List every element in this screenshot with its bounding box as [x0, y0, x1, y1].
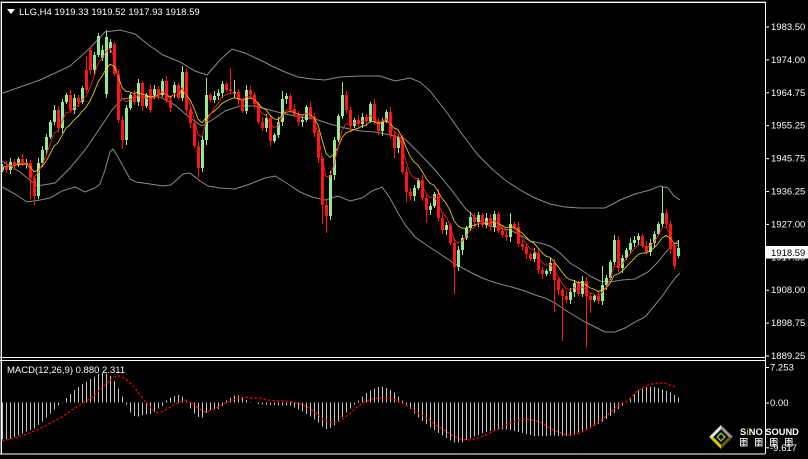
svg-text:LLG,H4 1919.33 1919.52 1917.9: LLG,H4 1919.33 1919.52 1917.93 1918.59: [19, 7, 200, 18]
svg-text:7.253: 7.253: [770, 363, 794, 374]
svg-text:1974.00: 1974.00: [771, 55, 805, 66]
svg-text:MACD(12,26,9) 0.880 2.311: MACD(12,26,9) 0.880 2.311: [7, 365, 125, 376]
svg-text:0.00: 0.00: [770, 398, 789, 409]
svg-text:1945.75: 1945.75: [771, 154, 805, 165]
svg-text:1918.59: 1918.59: [771, 248, 805, 259]
svg-text:1927.00: 1927.00: [771, 219, 805, 230]
svg-text:-9.617: -9.617: [770, 443, 797, 454]
svg-text:1964.75: 1964.75: [771, 88, 805, 99]
svg-text:1936.25: 1936.25: [771, 187, 805, 198]
svg-text:1955.25: 1955.25: [771, 121, 805, 132]
svg-text:1898.75: 1898.75: [771, 318, 805, 329]
svg-text:1889.25: 1889.25: [771, 351, 805, 362]
svg-text:1983.50: 1983.50: [771, 22, 805, 33]
svg-text:1908.00: 1908.00: [771, 285, 805, 296]
svg-text:SiNO SOUND: SiNO SOUND: [740, 427, 799, 437]
